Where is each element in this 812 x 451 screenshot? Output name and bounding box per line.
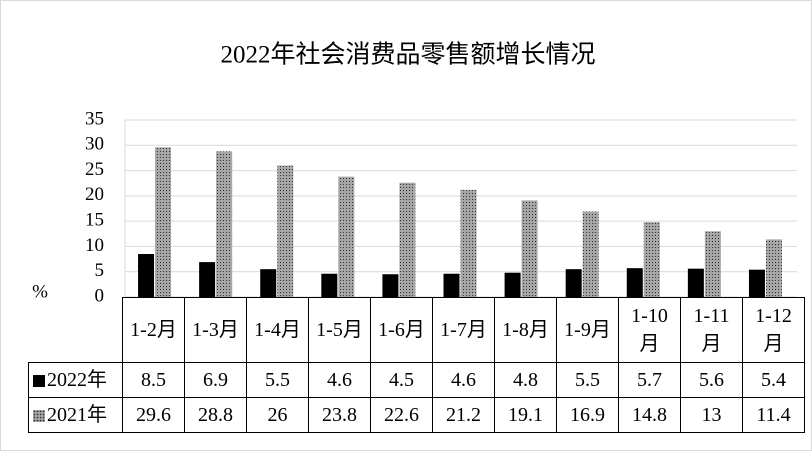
bar: [216, 151, 233, 297]
legend-key: [33, 410, 45, 422]
legend-label: 2022年: [47, 369, 107, 391]
bar: [626, 268, 643, 297]
category-cell: 1-2月: [122, 297, 185, 363]
value-cell: 8.5: [122, 362, 185, 398]
y-tick-label: 5: [95, 260, 105, 281]
value-cell: 6.9: [184, 362, 247, 398]
bar: [338, 176, 355, 297]
bar: [687, 268, 704, 297]
category-cell: 1-10月: [618, 297, 681, 363]
value-cell: 19.1: [494, 397, 557, 433]
bar: [199, 262, 216, 297]
legend-cell: 2021年: [28, 397, 123, 433]
legend-cell: 2022年: [28, 362, 123, 398]
bar: [260, 269, 277, 297]
value-cell: 5.4: [742, 362, 805, 398]
value-cell: 5.6: [680, 362, 743, 398]
bar: [504, 272, 521, 297]
bar: [277, 165, 294, 297]
y-tick-label: 20: [85, 184, 104, 205]
bar: [321, 273, 338, 297]
legend-label: 2021年: [47, 404, 107, 426]
y-unit: %: [32, 281, 48, 302]
bar: [565, 269, 582, 297]
bar: [138, 254, 155, 297]
category-cell: 1-3月: [184, 297, 247, 363]
y-tick-label: 25: [85, 159, 104, 180]
bar: [765, 239, 782, 297]
bar: [382, 274, 399, 297]
bar: [155, 147, 172, 297]
bar: [748, 269, 765, 297]
value-cell: 4.5: [370, 362, 433, 398]
value-cell: 16.9: [556, 397, 619, 433]
corner-cell: [28, 297, 123, 363]
bar: [399, 182, 416, 297]
category-cell: 1-8月: [494, 297, 557, 363]
value-cell: 4.8: [494, 362, 557, 398]
bar: [521, 200, 538, 297]
value-cell: 26: [246, 397, 309, 433]
y-tick-label: 30: [85, 134, 104, 155]
value-cell: 4.6: [308, 362, 371, 398]
value-cell: 4.6: [432, 362, 495, 398]
bar: [443, 273, 460, 297]
category-cell: 1-6月: [370, 297, 433, 363]
bar: [460, 189, 477, 297]
category-cell: 1-4月: [246, 297, 309, 363]
value-cell: 29.6: [122, 397, 185, 433]
bar: [704, 231, 721, 297]
category-cell: 1-7月: [432, 297, 495, 363]
category-cell: 1-11月: [680, 297, 743, 363]
value-cell: 21.2: [432, 397, 495, 433]
y-tick-label: 15: [85, 210, 104, 231]
y-tick-label: 10: [85, 235, 104, 256]
category-cell: 1-5月: [308, 297, 371, 363]
category-cell: 1-12月: [742, 297, 805, 363]
value-cell: 5.7: [618, 362, 681, 398]
value-cell: 13: [680, 397, 743, 433]
value-cell: 5.5: [246, 362, 309, 398]
legend-key: [33, 375, 45, 387]
category-cell: 1-9月: [556, 297, 619, 363]
value-cell: 14.8: [618, 397, 681, 433]
value-cell: 23.8: [308, 397, 371, 433]
value-cell: 5.5: [556, 362, 619, 398]
bar: [643, 222, 660, 297]
y-tick-label: 0: [95, 285, 105, 306]
chart-title: 2022年社会消费品零售额增长情况: [220, 41, 595, 69]
bar: [582, 211, 599, 297]
value-cell: 11.4: [742, 397, 805, 433]
data-table: 1-2月 1-3月 1-4月 1-5月 1-6月 1-7月 1-8月 1-9月 1-10月 1-1…: [28, 297, 805, 433]
value-cell: 22.6: [370, 397, 433, 433]
value-cell: 28.8: [184, 397, 247, 433]
y-tick-label: 35: [85, 108, 104, 129]
